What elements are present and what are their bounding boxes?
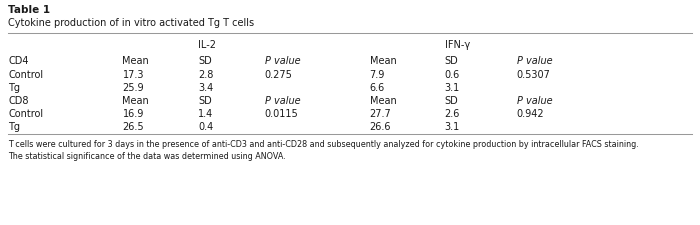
Text: 27.7: 27.7: [370, 109, 391, 119]
Text: P value: P value: [265, 96, 300, 106]
Text: Mean: Mean: [122, 96, 149, 106]
Text: 0.0115: 0.0115: [265, 109, 298, 119]
Text: P value: P value: [517, 96, 552, 106]
Text: Cytokine production of in vitro activated Tg T cells: Cytokine production of in vitro activate…: [8, 18, 255, 28]
Text: SD: SD: [444, 96, 458, 106]
Text: 7.9: 7.9: [370, 70, 385, 80]
Text: P value: P value: [517, 56, 552, 66]
Text: IFN-γ: IFN-γ: [444, 40, 470, 50]
Text: 26.6: 26.6: [370, 122, 391, 132]
Text: T cells were cultured for 3 days in the presence of anti-CD3 and anti-CD28 and s: T cells were cultured for 3 days in the …: [8, 140, 639, 149]
Text: 3.1: 3.1: [444, 83, 460, 93]
Text: 0.6: 0.6: [444, 70, 460, 80]
Text: IL-2: IL-2: [198, 40, 216, 50]
Text: The statistical significance of the data was determined using ANOVA.: The statistical significance of the data…: [8, 152, 286, 161]
Text: 6.6: 6.6: [370, 83, 385, 93]
Text: SD: SD: [198, 96, 212, 106]
Text: 2.6: 2.6: [444, 109, 460, 119]
Text: 16.9: 16.9: [122, 109, 144, 119]
Text: P value: P value: [265, 56, 300, 66]
Text: 17.3: 17.3: [122, 70, 144, 80]
Text: CD4: CD4: [8, 56, 29, 66]
Text: Control: Control: [8, 109, 43, 119]
Text: Control: Control: [8, 70, 43, 80]
Text: 0.5307: 0.5307: [517, 70, 550, 80]
Text: 3.4: 3.4: [198, 83, 214, 93]
Text: 3.1: 3.1: [444, 122, 460, 132]
Text: 0.275: 0.275: [265, 70, 293, 80]
Text: SD: SD: [198, 56, 212, 66]
Text: 1.4: 1.4: [198, 109, 214, 119]
Text: 2.8: 2.8: [198, 70, 214, 80]
Text: Tg: Tg: [8, 122, 20, 132]
Text: CD8: CD8: [8, 96, 29, 106]
Text: 0.4: 0.4: [198, 122, 214, 132]
Text: Tg: Tg: [8, 83, 20, 93]
Text: Mean: Mean: [370, 96, 396, 106]
Text: 26.5: 26.5: [122, 122, 144, 132]
Text: 0.942: 0.942: [517, 109, 544, 119]
Text: Table 1: Table 1: [8, 5, 50, 15]
Text: SD: SD: [444, 56, 458, 66]
Text: Mean: Mean: [370, 56, 396, 66]
Text: 25.9: 25.9: [122, 83, 144, 93]
Text: Mean: Mean: [122, 56, 149, 66]
